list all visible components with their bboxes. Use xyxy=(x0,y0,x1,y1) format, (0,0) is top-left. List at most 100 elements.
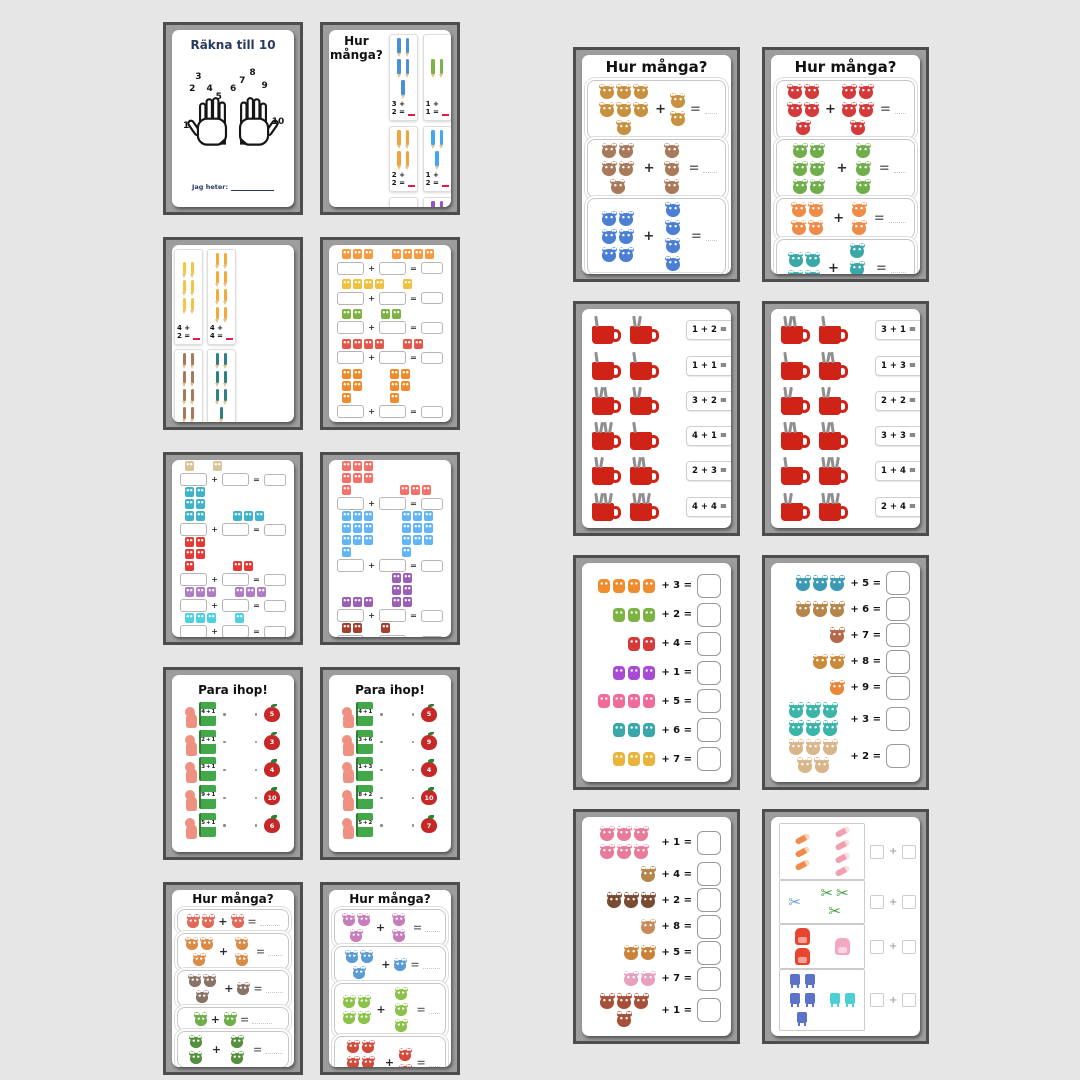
animal-icon xyxy=(841,101,857,117)
pencil-stick xyxy=(821,386,826,398)
worksheet-page[interactable]: Räkna till 10 1 2 3 4 5 6 7 8 9 10 Jag heter: xyxy=(163,22,303,215)
critter-icon xyxy=(613,752,626,767)
animal-icon xyxy=(791,219,807,235)
dotted-answer-line xyxy=(425,923,440,932)
object-row: += xyxy=(779,969,917,1031)
match-dot-left[interactable] xyxy=(380,713,383,716)
match-dot-right[interactable] xyxy=(254,824,257,827)
worksheet-page[interactable]: Hur många?+=+=+=+=+= xyxy=(320,882,460,1075)
animal-icon xyxy=(392,912,406,926)
match-dot-right[interactable] xyxy=(254,796,257,800)
worksheet-page[interactable]: 4 + 2 =4 + 4 =3 + 5 =4 + 3 =3 + 3 =5 + 1… xyxy=(163,237,303,430)
animal-icon xyxy=(855,142,871,158)
icon-cluster xyxy=(627,636,656,652)
equals-sign: = xyxy=(253,627,260,636)
match-dot-right[interactable] xyxy=(254,768,257,772)
worksheet-page[interactable]: + 5 = + 6 = + 7 = + 8 = + 9 = + 3 = + 2 = xyxy=(762,555,929,790)
match-dot-right[interactable] xyxy=(411,713,414,716)
answer-box xyxy=(697,631,721,656)
pencil-stick xyxy=(821,351,826,363)
equals-sign: = xyxy=(412,921,423,934)
match-dot-left[interactable] xyxy=(223,768,226,772)
critter-icon xyxy=(363,249,373,260)
critter-icon xyxy=(402,584,412,595)
match-dot-right[interactable] xyxy=(411,740,414,744)
equals-sign: = xyxy=(410,958,420,971)
pen-icon xyxy=(215,353,220,369)
worksheet-page[interactable]: 1 + 2 = 1 + 1 = 3 + 2 = 4 + 1 = 2 + 3 = 4 + 4… xyxy=(573,301,740,536)
icon-cluster xyxy=(177,252,200,323)
sum-row: += xyxy=(180,586,287,612)
worksheet-page[interactable]: 3 + 1 = 1 + 3 = 2 + 2 = 3 + 3 = 1 + 4 = 2 + 4… xyxy=(762,301,929,536)
match-dot-right[interactable] xyxy=(254,713,257,716)
worksheet-page[interactable]: +=+=+=+=+= xyxy=(163,452,303,645)
icon-cluster xyxy=(812,653,845,670)
worm-icon xyxy=(185,762,197,784)
critter-icon xyxy=(643,752,656,767)
page-paper: Hur många?+=+=+=+=+= xyxy=(172,890,294,1067)
worksheet-page[interactable]: +=+=+=+=+= xyxy=(320,452,460,645)
pencil-icon xyxy=(182,371,187,387)
worksheet-page[interactable]: Hur många?+=+=+=+=+= xyxy=(573,47,740,282)
worksheet-page[interactable]: +=✂✂✂✂+=+=+= xyxy=(762,809,929,1044)
critter-icon xyxy=(363,510,373,521)
critter-icon xyxy=(195,486,205,497)
icon-cluster xyxy=(831,825,853,878)
worksheet-page[interactable]: Para ihop! 4 + 1 5 2 + 1 3 3 + 1 4 9 + 1 10 5 + 1… xyxy=(163,667,303,860)
critter-icon xyxy=(232,560,242,571)
animal-icon xyxy=(194,1012,208,1026)
animal-icon xyxy=(812,653,828,669)
animal-icon xyxy=(189,1050,203,1064)
worksheet-page[interactable]: Para ihop! 4 + 1 5 3 + 6 9 1 + 3 4 8 + 2 10 5 + 2… xyxy=(320,667,460,860)
equals-sign: = xyxy=(410,611,417,620)
match-dot-left[interactable] xyxy=(380,796,383,800)
animal-icon xyxy=(665,201,681,217)
match-dot-right[interactable] xyxy=(254,740,257,744)
animal-icon xyxy=(342,994,356,1008)
mug-icon xyxy=(592,457,621,486)
plus-sign: + xyxy=(827,261,839,274)
match-dot-left[interactable] xyxy=(223,796,226,800)
match-dot-left[interactable] xyxy=(380,824,383,827)
equals-sign: = xyxy=(410,323,417,333)
critter-icon xyxy=(598,694,611,709)
critter-icon xyxy=(421,484,431,495)
chair-icon xyxy=(804,974,815,988)
answer-box xyxy=(378,321,407,335)
match-dot-left[interactable] xyxy=(380,740,383,744)
worksheet-page[interactable]: Hur många?+=+=+=+=+= xyxy=(762,47,929,282)
worksheet-page[interactable]: +=+=+=+=+= xyxy=(320,237,460,430)
answer-box xyxy=(697,689,721,714)
icon-cluster xyxy=(224,1034,250,1065)
match-dot-left[interactable] xyxy=(380,768,383,772)
page-paper: +=+=+=+=+= xyxy=(172,460,294,637)
plus-equation-text: + 2 = xyxy=(661,894,692,906)
match-dot-left[interactable] xyxy=(223,713,226,716)
match-row: 1 + 3 4 xyxy=(342,756,437,784)
match-dot-right[interactable] xyxy=(411,768,414,772)
plus-sign: + xyxy=(889,896,898,908)
equation-text: 3 + 2 = xyxy=(692,395,727,406)
eraser-icon xyxy=(833,864,851,878)
match-dot-right[interactable] xyxy=(411,796,414,800)
animal-icon xyxy=(230,1050,244,1064)
pencil-stick xyxy=(594,316,599,328)
match-dot-right[interactable] xyxy=(411,824,414,827)
plus-sign: + xyxy=(368,323,375,333)
backpack-icon xyxy=(795,948,811,965)
critter-icon xyxy=(341,472,351,483)
critter-icon xyxy=(341,534,351,545)
page-paper: + 5 = + 6 = + 7 = + 8 = + 9 = + 3 = + 2 = xyxy=(771,563,920,782)
match-dot-left[interactable] xyxy=(223,824,226,827)
icon-cluster xyxy=(341,596,373,607)
worksheet-page[interactable]: + 3 = + 2 = + 4 = + 1 = + 5 = + 6 = + 7 = xyxy=(573,555,740,790)
plus-equation-text: + 3 = xyxy=(850,713,881,725)
critter-icon xyxy=(363,460,373,471)
worksheet-page[interactable]: + 1 = + 4 = + 2 = + 8 = + 5 = + 7 = + 1 = xyxy=(573,809,740,1044)
mug-icon xyxy=(592,316,621,345)
worksheet-page[interactable]: Hur många?+=+=+=+=+= xyxy=(163,882,303,1075)
pencil-icon xyxy=(182,407,187,422)
worksheet-page[interactable]: Hur många? 3 + 2 = 1 + 1 = 2 + 2 = 1 + 2 = 1 … xyxy=(320,22,460,215)
animal-icon xyxy=(398,1063,412,1067)
match-dot-left[interactable] xyxy=(223,740,226,744)
